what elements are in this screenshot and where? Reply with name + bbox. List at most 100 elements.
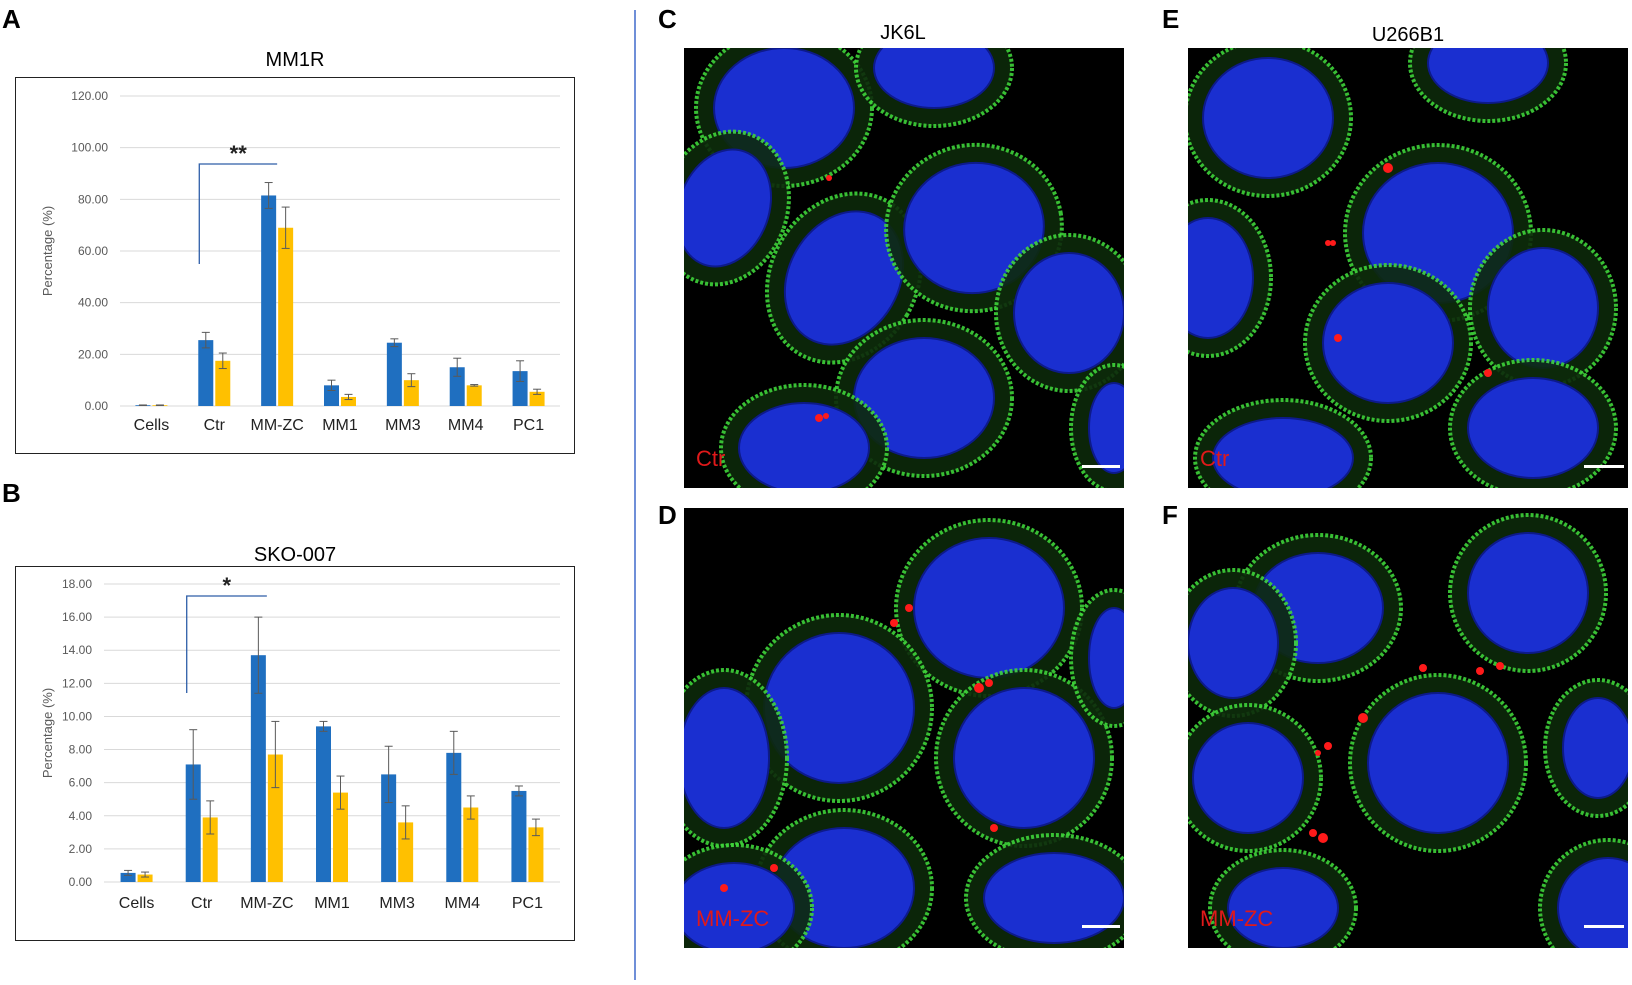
cell bbox=[934, 668, 1114, 848]
cell-nucleus bbox=[1192, 722, 1304, 834]
panel-letter-f: F bbox=[1162, 500, 1178, 530]
x-tick-label: MM-ZC bbox=[250, 417, 303, 434]
cell-nucleus bbox=[684, 862, 795, 948]
y-axis-label: Percentage (%) bbox=[40, 206, 55, 296]
panel-letter-b: B bbox=[2, 478, 21, 508]
x-tick-label: MM-ZC bbox=[240, 895, 293, 912]
column-title-u266b1: U266B1 bbox=[1371, 24, 1445, 46]
bar bbox=[267, 754, 283, 882]
micrograph-f: MM-ZC bbox=[1188, 508, 1628, 948]
cell-nucleus bbox=[1202, 57, 1334, 179]
panel-letter-d: D bbox=[658, 500, 677, 530]
cell bbox=[854, 48, 1014, 128]
panel-letter-a: A bbox=[2, 4, 21, 34]
micrograph-f-label: MM-ZC bbox=[1200, 906, 1274, 931]
red-vesicle bbox=[1419, 664, 1427, 672]
bar bbox=[398, 822, 414, 882]
x-tick-label: PC1 bbox=[513, 417, 544, 434]
cell-nucleus bbox=[1013, 252, 1124, 374]
cell-nucleus bbox=[1088, 382, 1124, 474]
cell bbox=[994, 233, 1124, 393]
panel-divider bbox=[634, 10, 636, 980]
red-vesicle bbox=[990, 824, 998, 832]
y-tick-label: 0.00 bbox=[69, 875, 93, 889]
cell bbox=[894, 518, 1084, 698]
cell bbox=[964, 833, 1124, 948]
cell bbox=[684, 129, 791, 287]
cell bbox=[1543, 678, 1628, 818]
y-tick-label: 18.00 bbox=[62, 577, 92, 591]
cell-nucleus bbox=[1562, 697, 1628, 799]
red-vesicle bbox=[1484, 369, 1492, 377]
cell bbox=[684, 668, 789, 848]
bar bbox=[466, 385, 482, 406]
red-vesicle bbox=[1315, 750, 1321, 756]
red-vesicle bbox=[770, 864, 778, 872]
cell bbox=[1188, 568, 1298, 718]
chart-a-plot: 0.00 20.00 40.00 60.00 80.00 100.00 120.00 Perc… bbox=[40, 89, 560, 434]
bar bbox=[511, 790, 527, 882]
red-vesicle bbox=[1496, 662, 1504, 670]
chart-b-plot: 0.00 2.00 4.00 6.00 8.00 10.00 12.00 14.00 16.00… bbox=[40, 573, 560, 912]
cell bbox=[1408, 48, 1568, 123]
panel-letter-e: E bbox=[1162, 4, 1180, 34]
red-vesicle bbox=[826, 175, 832, 181]
cell-nucleus bbox=[684, 687, 770, 829]
red-vesicle bbox=[1318, 833, 1328, 843]
red-vesicle bbox=[1330, 240, 1336, 246]
red-vesicle bbox=[1476, 667, 1484, 675]
y-tick-label: 6.00 bbox=[69, 776, 93, 790]
scale-bar bbox=[1584, 925, 1624, 928]
x-tick-label: MM1 bbox=[314, 895, 350, 912]
red-vesicle bbox=[815, 414, 823, 422]
bar bbox=[261, 195, 277, 406]
y-tick-label: 0.00 bbox=[85, 399, 109, 413]
cell-nucleus bbox=[1188, 217, 1254, 339]
y-tick-label: 120.00 bbox=[71, 89, 108, 103]
bar bbox=[512, 371, 528, 406]
bar bbox=[137, 874, 153, 882]
red-vesicle bbox=[1309, 829, 1317, 837]
significance-bracket bbox=[186, 595, 267, 693]
y-tick-label: 14.00 bbox=[62, 643, 92, 657]
bar bbox=[278, 227, 294, 406]
cell bbox=[1208, 848, 1358, 948]
bar bbox=[386, 342, 402, 406]
micrograph-c: Ctr bbox=[684, 48, 1124, 488]
y-tick-label: 40.00 bbox=[78, 296, 108, 310]
cell bbox=[1538, 838, 1628, 948]
cell-nucleus bbox=[1427, 48, 1549, 104]
red-vesicle bbox=[974, 683, 984, 693]
cell-nucleus bbox=[913, 537, 1065, 679]
red-vesicle bbox=[890, 619, 898, 627]
red-vesicle bbox=[1358, 713, 1368, 723]
cell-nucleus bbox=[1212, 417, 1354, 488]
x-tick-label: Ctr bbox=[204, 417, 226, 434]
x-tick-label: PC1 bbox=[512, 895, 543, 912]
bar bbox=[529, 391, 545, 406]
significance-stars: * bbox=[223, 573, 232, 598]
micrograph-e-label: Ctr bbox=[1200, 446, 1230, 471]
significance-stars: ** bbox=[230, 141, 248, 166]
cell-nucleus bbox=[1467, 532, 1589, 654]
y-tick-label: 16.00 bbox=[62, 610, 92, 624]
cell-nucleus bbox=[1188, 587, 1279, 699]
cell-nucleus bbox=[738, 402, 870, 488]
cell bbox=[1069, 363, 1124, 488]
column-title-jk6l: JK6L bbox=[880, 22, 926, 44]
chart-b-frame: 0.00 2.00 4.00 6.00 8.00 10.00 12.00 14.00 16.00… bbox=[15, 566, 575, 941]
cell bbox=[764, 191, 924, 365]
cell-nucleus bbox=[1227, 867, 1339, 948]
bar bbox=[215, 360, 231, 406]
scale-bar bbox=[1082, 925, 1120, 928]
red-vesicle bbox=[1334, 334, 1342, 342]
scale-bar bbox=[1584, 465, 1624, 468]
micrograph-d-label: MM-ZC bbox=[696, 906, 770, 931]
micrograph-e: Ctr bbox=[1188, 48, 1628, 488]
x-tick-label: MM4 bbox=[445, 895, 481, 912]
cell bbox=[1188, 703, 1323, 853]
cell bbox=[684, 843, 814, 948]
cell-nucleus bbox=[1088, 607, 1124, 709]
cell bbox=[1448, 513, 1608, 673]
red-vesicle bbox=[1383, 163, 1393, 173]
